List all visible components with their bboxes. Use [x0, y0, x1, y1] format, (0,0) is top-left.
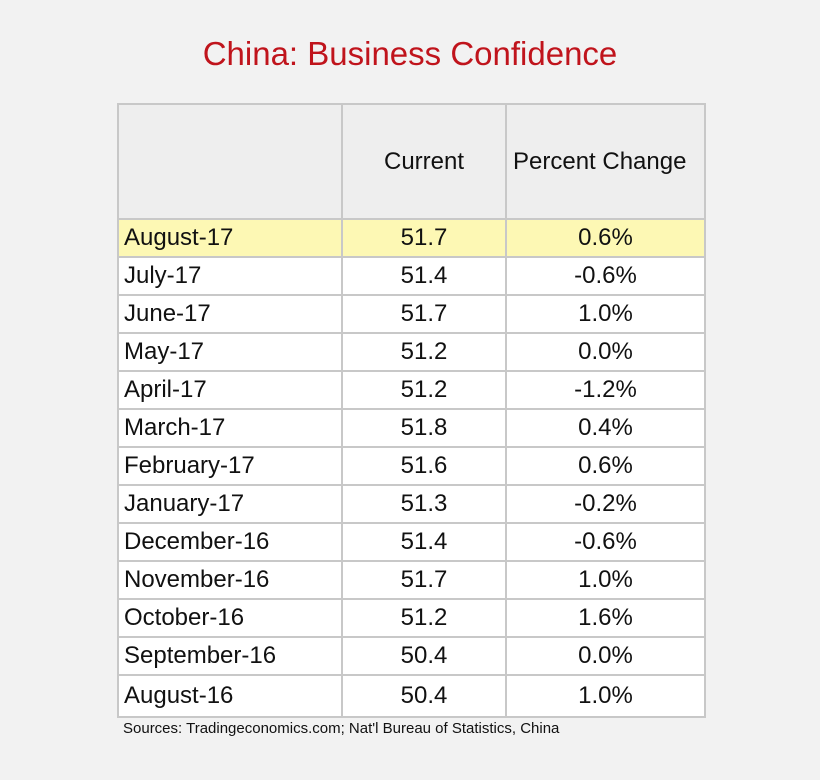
table-row: August-16 50.4 1.0% [117, 674, 706, 718]
current-value-cell: 51.6 [341, 446, 507, 486]
table-row: October-16 51.2 1.6% [117, 598, 706, 638]
period-cell: July-17 [117, 256, 343, 296]
current-value-cell: 51.4 [341, 256, 507, 296]
period-cell: June-17 [117, 294, 343, 334]
table-row: March-17 51.8 0.4% [117, 408, 706, 448]
current-value-cell: 51.7 [341, 218, 507, 258]
table-header-row: Current Percent Change [117, 103, 706, 220]
table-row: November-16 51.7 1.0% [117, 560, 706, 600]
percent-change-cell: 1.0% [505, 294, 706, 334]
table-row: December-16 51.4 -0.6% [117, 522, 706, 562]
current-value-cell: 51.2 [341, 598, 507, 638]
source-note: Sources: Tradingeconomics.com; Nat'l Bur… [123, 720, 560, 737]
period-cell: November-16 [117, 560, 343, 600]
current-value-cell: 51.2 [341, 370, 507, 410]
current-value-cell: 50.4 [341, 636, 507, 676]
header-current: Current [341, 103, 507, 220]
table-row: January-17 51.3 -0.2% [117, 484, 706, 524]
percent-change-cell: 1.0% [505, 560, 706, 600]
current-value-cell: 50.4 [341, 674, 507, 718]
percent-change-cell: 0.0% [505, 636, 706, 676]
period-cell: September-16 [117, 636, 343, 676]
percent-change-cell: 0.6% [505, 218, 706, 258]
period-cell: April-17 [117, 370, 343, 410]
chart-title: China: Business Confidence [202, 35, 618, 72]
period-cell: January-17 [117, 484, 343, 524]
current-value-cell: 51.7 [341, 560, 507, 600]
table-row: February-17 51.6 0.6% [117, 446, 706, 486]
header-percent-change: Percent Change [505, 103, 706, 220]
table-row: June-17 51.7 1.0% [117, 294, 706, 334]
percent-change-cell: 0.6% [505, 446, 706, 486]
period-cell: February-17 [117, 446, 343, 486]
current-value-cell: 51.4 [341, 522, 507, 562]
period-cell: May-17 [117, 332, 343, 372]
period-cell: August-17 [117, 218, 343, 258]
period-cell: December-16 [117, 522, 343, 562]
current-value-cell: 51.3 [341, 484, 507, 524]
table-row: July-17 51.4 -0.6% [117, 256, 706, 296]
header-period [117, 103, 343, 220]
percent-change-cell: 0.4% [505, 408, 706, 448]
percent-change-cell: 1.6% [505, 598, 706, 638]
table-row: May-17 51.2 0.0% [117, 332, 706, 372]
percent-change-cell: -0.6% [505, 256, 706, 296]
period-cell: August-16 [117, 674, 343, 718]
table-row: August-17 51.7 0.6% [117, 218, 706, 258]
percent-change-cell: -1.2% [505, 370, 706, 410]
business-confidence-table: Current Percent Change August-17 51.7 0.6%… [117, 103, 706, 718]
current-value-cell: 51.2 [341, 332, 507, 372]
period-cell: October-16 [117, 598, 343, 638]
percent-change-cell: 1.0% [505, 674, 706, 718]
percent-change-cell: 0.0% [505, 332, 706, 372]
current-value-cell: 51.8 [341, 408, 507, 448]
current-value-cell: 51.7 [341, 294, 507, 334]
period-cell: March-17 [117, 408, 343, 448]
percent-change-cell: -0.6% [505, 522, 706, 562]
table-row: September-16 50.4 0.0% [117, 636, 706, 676]
percent-change-cell: -0.2% [505, 484, 706, 524]
table-row: April-17 51.2 -1.2% [117, 370, 706, 410]
